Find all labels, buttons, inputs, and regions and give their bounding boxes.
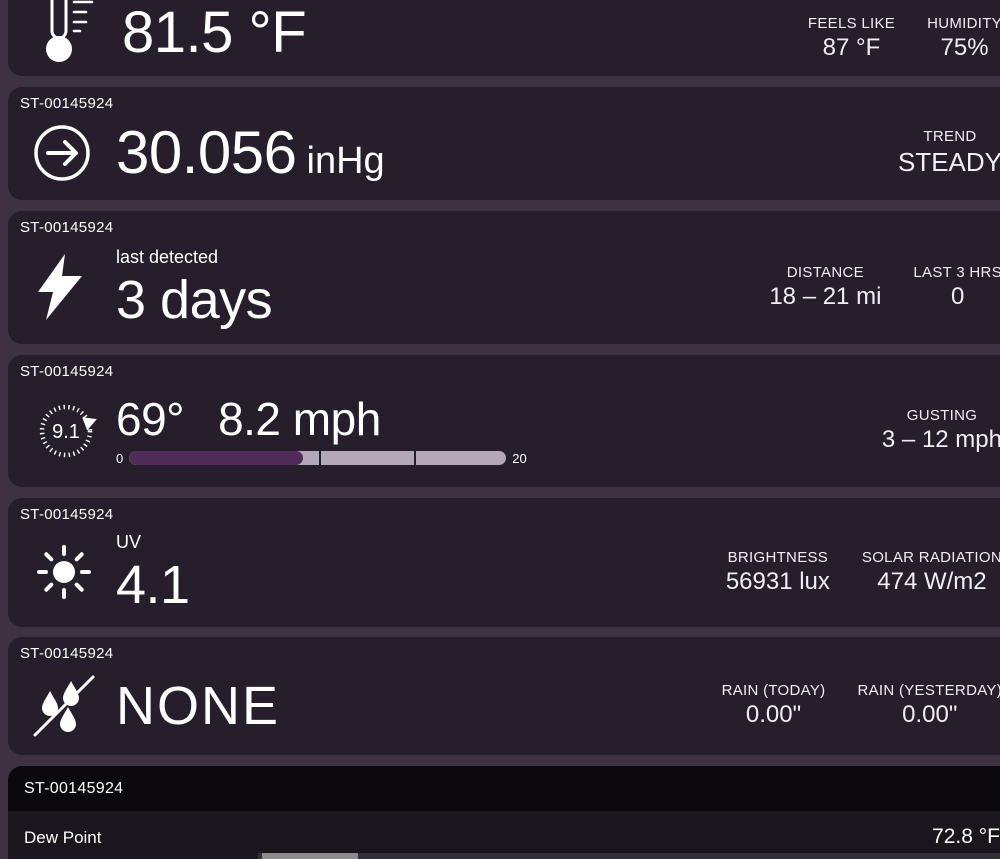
stat-label: LAST 3 HRS xyxy=(913,263,1000,281)
stat-feels-like: FEELS LIKE 87 °F xyxy=(808,15,895,62)
lightning-value: 3 days xyxy=(116,270,273,330)
stat-value: STEADY xyxy=(897,147,1000,177)
stat-label: RAIN (TODAY) xyxy=(721,682,826,699)
station-id-label: ST-00145924 xyxy=(20,506,114,523)
wind-bar xyxy=(129,451,507,465)
stat-value: 0.00" xyxy=(745,701,802,728)
wind-reading: 69° 8.2 mph 0 20 xyxy=(116,396,527,466)
pressure-unit: inHg xyxy=(306,140,385,182)
stat-value: 56931 lux xyxy=(725,567,830,595)
station-id-label: ST-00145924 xyxy=(20,363,114,380)
card-temperature[interactable]: ST-00145924 81.5 °F FEELS LIKE xyxy=(8,0,1000,76)
card-rain[interactable]: ST-00145924 NONE RAIN (TODAY) xyxy=(8,637,1000,755)
wind-gauge-min: 0 xyxy=(116,450,124,466)
stat-value: 474 W/m2 xyxy=(877,567,987,595)
stat-value: 87 °F xyxy=(822,34,881,61)
uv-sublabel: UV xyxy=(116,532,142,552)
pressure-reading: 30.056 inHg xyxy=(116,123,385,183)
no-rain-icon xyxy=(20,674,116,738)
stat-rain-yesterday: RAIN (YESTERDAY) 0.00" xyxy=(857,682,1000,729)
stat-label: SOLAR RADIATION xyxy=(861,548,1000,566)
wind-compass-icon: 9.1 xyxy=(20,397,116,465)
thermometer-icon xyxy=(32,0,96,66)
lightning-bolt-icon xyxy=(20,254,116,320)
stat-value: 3 – 12 mph xyxy=(881,426,1000,453)
sun-icon xyxy=(20,540,116,604)
stat-humidity: HUMIDITY 75% xyxy=(927,15,1000,62)
rain-value: NONE xyxy=(116,675,281,736)
stat-label: GUSTING xyxy=(906,407,978,424)
uv-reading: UV 4.1 xyxy=(116,532,190,612)
stat-brightness: BRIGHTNESS 56931 lux xyxy=(726,549,830,596)
wind-dial-value: 9.1 xyxy=(52,421,80,443)
wind-bar-divider xyxy=(413,451,416,465)
stat-value: 18 – 21 mi xyxy=(769,282,882,310)
stat-label: RAIN (YESTERDAY) xyxy=(857,682,1000,699)
details-row-dew-point[interactable]: Dew Point 72.8 °F xyxy=(8,811,1000,849)
wind-gauge: 0 20 xyxy=(116,451,527,466)
stat-rain-today: RAIN (TODAY) 0.00" xyxy=(722,682,826,729)
details-row-label: Dew Point xyxy=(24,828,102,847)
card-lightning[interactable]: ST-00145924 last detected 3 days DISTANC… xyxy=(8,211,1000,344)
details-station-header: ST-00145924 xyxy=(8,766,1000,811)
station-id-label: ST-00145924 xyxy=(20,645,114,662)
lightning-reading: last detected 3 days xyxy=(116,247,273,330)
stat-gusting: GUSTING 3 – 12 mph xyxy=(882,407,1000,454)
stat-last-3-hrs: LAST 3 HRS 0 xyxy=(913,264,1000,311)
station-id-label: ST-00145924 xyxy=(20,95,114,112)
horizontal-scrollbar-track[interactable] xyxy=(258,853,1000,859)
details-row-value: 72.8 °F xyxy=(932,825,1000,848)
stat-solar-radiation: SOLAR RADIATION 474 W/m2 xyxy=(862,549,1000,596)
stat-label: FEELS LIKE xyxy=(807,15,896,32)
wind-direction-value: 69° xyxy=(116,392,185,445)
temperature-value: 81.5 °F xyxy=(122,0,307,65)
stat-value: 0.00" xyxy=(902,701,958,728)
card-pressure[interactable]: ST-00145924 30.056 inHg xyxy=(8,87,1000,200)
card-station-details[interactable]: ST-00145924 Dew Point 72.8 °F xyxy=(8,766,1000,859)
pressure-value: 30.056 xyxy=(116,119,297,186)
lightning-sublabel: last detected xyxy=(116,247,219,267)
stat-distance: DISTANCE 18 – 21 mi xyxy=(769,264,881,311)
wind-bar-fill xyxy=(129,451,303,465)
wind-speed-value: 8.2 mph xyxy=(218,392,381,445)
wind-gauge-max: 20 xyxy=(512,450,527,466)
stat-label: BRIGHTNESS xyxy=(727,548,829,566)
station-id-label: ST-00145924 xyxy=(20,219,114,236)
wind-bar-divider xyxy=(318,451,321,465)
stat-label: HUMIDITY xyxy=(927,15,1000,32)
card-uv[interactable]: ST-00145924 xyxy=(8,498,1000,627)
pressure-trend-arrow-icon xyxy=(20,123,116,183)
uv-value: 4.1 xyxy=(116,555,190,615)
stat-value: 75% xyxy=(940,34,989,61)
stat-value: 0 xyxy=(951,282,965,310)
stat-trend: TREND STEADY xyxy=(898,128,1000,178)
horizontal-scrollbar-thumb[interactable] xyxy=(262,853,358,859)
stat-label: DISTANCE xyxy=(786,263,864,281)
card-wind[interactable]: ST-00145924 9.1 69° 8.2 mph xyxy=(8,355,1000,487)
stat-label: TREND xyxy=(923,128,977,145)
wind-arrow-group xyxy=(82,416,97,430)
